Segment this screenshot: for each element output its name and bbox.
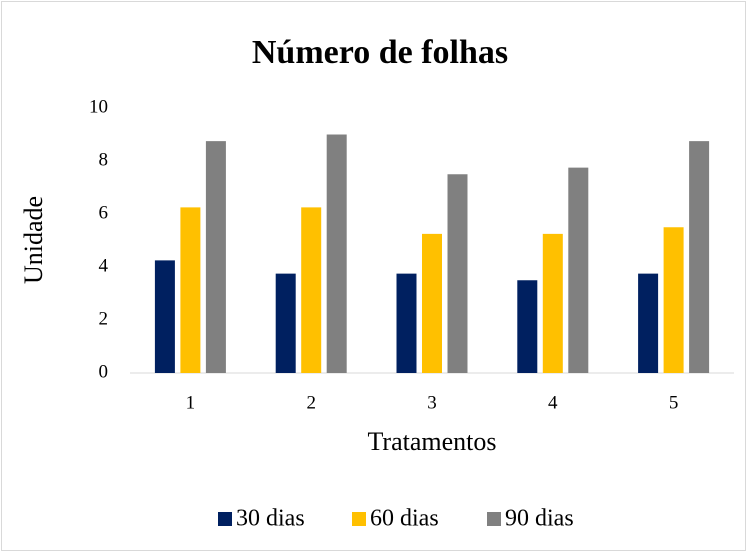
bar [275,273,296,373]
bar [517,280,538,373]
bar [326,134,347,373]
legend-label: 90 dias [505,506,574,532]
bar [447,174,468,373]
legend-swatch [218,512,232,526]
y-tick-label: 8 [99,149,109,170]
x-axis-label: Tratamentos [367,427,496,456]
chart-title: Número de folhas [252,34,508,71]
bar [205,141,226,373]
bar [422,233,442,373]
bar [638,273,659,373]
x-tick-label: 5 [669,392,679,413]
y-tick-label: 2 [99,308,109,329]
y-tick-label: 4 [99,255,109,276]
legend-label: 30 dias [236,506,305,532]
legend-label: 60 dias [370,506,439,532]
x-tick-label: 1 [186,392,196,413]
legend-swatch [352,512,366,526]
x-tick-label: 4 [548,392,558,413]
bar [542,233,563,373]
y-axis-label: Unidade [19,196,48,284]
bar [568,167,589,373]
y-tick-label: 0 [99,361,109,382]
x-tick-label: 3 [427,392,437,413]
bar [663,227,684,373]
bar [396,273,417,373]
x-tick-label: 2 [306,392,316,413]
bar [689,141,710,373]
y-tick-label: 10 [89,96,108,117]
legend-swatch [487,512,501,526]
bar [154,260,175,373]
bar [180,207,201,373]
y-tick-label: 6 [99,202,109,223]
bar [301,207,322,373]
